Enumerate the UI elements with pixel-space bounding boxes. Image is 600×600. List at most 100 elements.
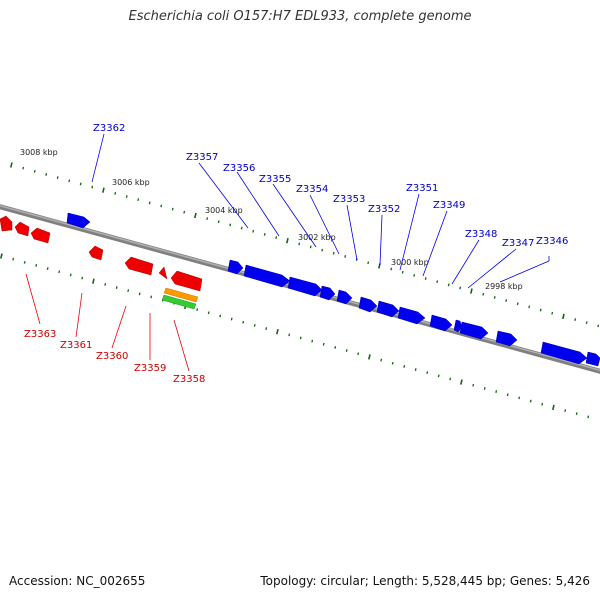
ruler-tick xyxy=(528,305,531,309)
ruler-tick xyxy=(150,295,153,299)
leader-line xyxy=(499,260,550,283)
gene-feature-forward[interactable] xyxy=(585,351,600,367)
accession-text: Accession: NC_002655 xyxy=(9,574,146,588)
ruler-tick xyxy=(309,245,312,249)
gene-feature-forward[interactable] xyxy=(459,321,489,340)
gene-feature-forward[interactable] xyxy=(358,296,378,313)
gene-feature-reverse[interactable] xyxy=(158,266,168,280)
gene-feature-forward[interactable] xyxy=(66,212,91,229)
leader-line xyxy=(111,305,127,349)
ruler-tick xyxy=(597,324,600,328)
ruler-tick xyxy=(368,354,371,360)
ruler-tick xyxy=(551,311,554,315)
selected-feature-orange[interactable] xyxy=(163,287,199,303)
ruler-tick xyxy=(0,253,3,259)
ruler-tick xyxy=(506,393,509,397)
ruler-tick xyxy=(286,238,289,244)
gene-feature-reverse[interactable] xyxy=(170,270,203,292)
ruler-tick xyxy=(114,191,117,195)
ruler-tick xyxy=(298,242,301,246)
gene-label-z3351[interactable]: Z3351 xyxy=(406,183,438,194)
ruler-tick xyxy=(449,377,452,381)
gene-label-z3354[interactable]: Z3354 xyxy=(296,184,328,195)
ruler-label: 3004 kbp xyxy=(205,206,243,215)
ruler-tick xyxy=(357,352,360,356)
gene-label-z3360[interactable]: Z3360 xyxy=(96,351,128,362)
ruler-tick xyxy=(125,195,128,198)
gene-label-z3347[interactable]: Z3347 xyxy=(502,238,534,249)
gene-feature-reverse[interactable] xyxy=(124,256,154,276)
ruler-tick xyxy=(505,299,508,302)
ruler-tick xyxy=(230,317,233,321)
reverse-strand-features xyxy=(0,215,203,310)
gene-feature-forward[interactable] xyxy=(336,289,353,305)
selected-feature-green[interactable] xyxy=(161,294,197,310)
ruler-tick xyxy=(45,173,48,176)
ruler-tick xyxy=(344,255,347,258)
gene-label-z3352[interactable]: Z3352 xyxy=(368,204,400,215)
gene-label-z3363[interactable]: Z3363 xyxy=(24,329,56,340)
gene-label-z3359[interactable]: Z3359 xyxy=(134,363,166,374)
ruler-tick xyxy=(552,404,555,411)
ruler-tick xyxy=(81,276,84,280)
gene-feature-forward[interactable] xyxy=(495,330,518,347)
ruler-tick xyxy=(10,162,13,168)
gene-label-z3348[interactable]: Z3348 xyxy=(465,229,497,240)
gene-feature-reverse[interactable] xyxy=(88,245,104,261)
gene-feature-forward[interactable] xyxy=(319,285,336,301)
gene-label-z3349[interactable]: Z3349 xyxy=(433,200,465,211)
gene-feature-forward[interactable] xyxy=(376,300,400,318)
gene-feature-forward[interactable] xyxy=(429,314,453,332)
ruler-tick xyxy=(518,396,521,400)
gene-label-z3353[interactable]: Z3353 xyxy=(333,194,365,205)
genome-title: Escherichia coli O157:H7 EDL933, complet… xyxy=(128,9,472,24)
gene-label-z3358[interactable]: Z3358 xyxy=(173,374,205,385)
ruler-tick xyxy=(217,220,220,224)
gene-label-z3355[interactable]: Z3355 xyxy=(259,174,291,185)
ruler-tick xyxy=(252,229,255,233)
leader-line xyxy=(198,162,249,229)
leader-line xyxy=(346,204,358,261)
ruler-tick xyxy=(403,364,406,368)
gene-feature-forward[interactable] xyxy=(287,276,323,297)
gene-feature-reverse[interactable] xyxy=(14,221,30,237)
ruler-label: 3000 kbp xyxy=(391,258,429,267)
ruler-label: 2998 kbp xyxy=(485,282,523,291)
ruler-label: 3006 kbp xyxy=(112,178,150,187)
ruler-tick xyxy=(240,226,243,230)
leader-line xyxy=(379,214,383,266)
ruler-labels: 3008 kbp 3006 kbp 3004 kbp 3002 kbp 3000… xyxy=(20,148,523,291)
gene-label-z3356[interactable]: Z3356 xyxy=(223,163,255,174)
ruler-tick xyxy=(472,383,475,387)
ruler-label: 3002 kbp xyxy=(298,233,336,242)
ruler-tick xyxy=(194,212,197,219)
ruler-tick xyxy=(79,182,82,186)
reverse-label-leaders xyxy=(25,273,190,372)
gene-label-z3357[interactable]: Z3357 xyxy=(186,152,218,163)
ruler-tick xyxy=(91,185,94,189)
ruler-tick xyxy=(115,286,118,289)
reverse-gene-labels: Z3363 Z3361 Z3360 Z3359 Z3358 xyxy=(24,329,205,385)
gene-label-z3361[interactable]: Z3361 xyxy=(60,340,92,351)
gene-feature-forward[interactable] xyxy=(453,319,463,333)
ruler-tick xyxy=(367,261,370,265)
ruler-tick xyxy=(391,361,394,365)
ruler-tick xyxy=(196,308,199,312)
ruler-tick xyxy=(483,387,486,390)
ruler-tick xyxy=(183,210,186,214)
forward-gene-labels: Z3362 Z3357 Z3356 Z3355 Z3354 Z3353 Z335… xyxy=(93,123,568,249)
leader-line xyxy=(467,248,517,289)
ruler-tick xyxy=(426,371,429,375)
gene-label-z3362[interactable]: Z3362 xyxy=(93,123,125,134)
gene-feature-reverse[interactable] xyxy=(0,215,13,232)
leader-line xyxy=(272,183,317,248)
gene-feature-forward[interactable] xyxy=(397,306,426,325)
ruler-tick xyxy=(437,374,440,378)
gene-feature-forward[interactable] xyxy=(227,259,244,275)
gene-feature-reverse[interactable] xyxy=(30,227,51,244)
ruler-tick xyxy=(321,248,324,252)
gene-feature-forward[interactable] xyxy=(540,341,588,365)
gene-label-z3346[interactable]: Z3346 xyxy=(536,236,568,247)
gene-feature-forward[interactable] xyxy=(243,264,291,288)
